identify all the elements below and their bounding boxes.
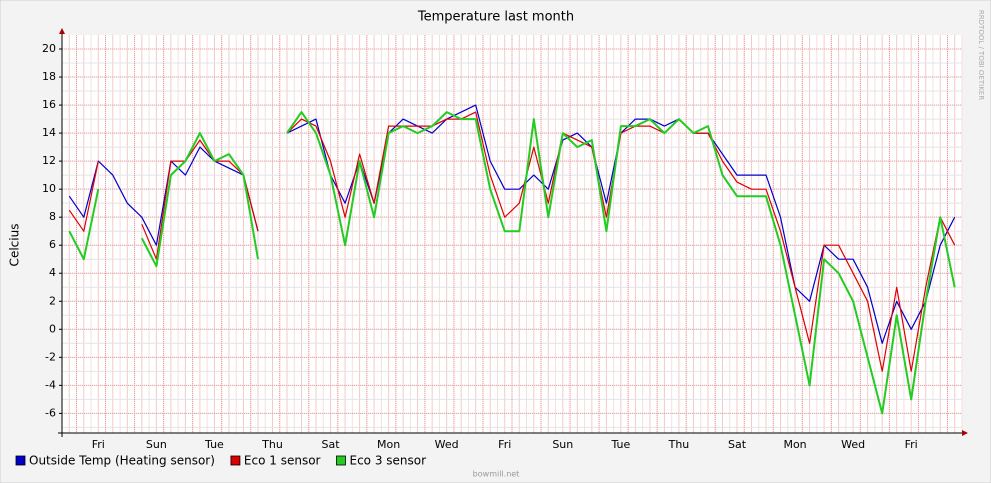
x-tick-label: Mon bbox=[783, 438, 806, 451]
y-tick-label: 6 bbox=[49, 238, 56, 251]
side-text: RRDTOOL / TOBI OETIKER bbox=[977, 10, 985, 100]
x-tick-label: Sun bbox=[552, 438, 573, 451]
legend-label: Eco 1 sensor bbox=[244, 454, 321, 468]
x-tick-label: Fri bbox=[905, 438, 918, 451]
y-tick-label: 16 bbox=[42, 98, 56, 111]
y-tick-label: 18 bbox=[42, 70, 56, 83]
legend-label: Outside Temp (Heating sensor) bbox=[29, 454, 215, 468]
y-tick-label: 12 bbox=[42, 154, 56, 167]
x-tick-label: Tue bbox=[204, 438, 224, 451]
series-line bbox=[68, 111, 956, 415]
y-tick-label: 0 bbox=[49, 322, 56, 335]
y-tick-label: 4 bbox=[49, 266, 56, 279]
x-tick-label: Wed bbox=[435, 438, 459, 451]
y-tick-label: 8 bbox=[49, 210, 56, 223]
legend-swatch bbox=[336, 455, 346, 466]
y-tick-label: 10 bbox=[42, 182, 56, 195]
x-tick-label: Sat bbox=[322, 438, 341, 451]
chart-title: Temperature last month bbox=[417, 10, 574, 25]
y-tick-label: -4 bbox=[45, 378, 56, 391]
x-tick-label: Wed bbox=[841, 438, 865, 451]
x-tick-label: Sat bbox=[728, 438, 747, 451]
y-tick-label: 20 bbox=[42, 42, 56, 55]
x-arrow bbox=[962, 430, 968, 436]
y-tick-label: -2 bbox=[45, 350, 56, 363]
x-tick-label: Thu bbox=[668, 438, 690, 451]
x-tick-label: Mon bbox=[377, 438, 400, 451]
lines bbox=[68, 104, 956, 415]
legend-label: Eco 3 sensor bbox=[349, 454, 426, 468]
x-tick-label: Tue bbox=[610, 438, 630, 451]
y-tick-label: -6 bbox=[45, 406, 56, 419]
legend-swatch bbox=[230, 455, 241, 466]
x-tick-label: Sun bbox=[146, 438, 167, 451]
y-tick-label: 2 bbox=[49, 294, 56, 307]
x-tick-label: Fri bbox=[498, 438, 511, 451]
footer: bowmill.net bbox=[473, 470, 520, 479]
y-axis-label: Celcius bbox=[8, 224, 22, 267]
y-arrow bbox=[59, 28, 65, 34]
x-tick-label: Thu bbox=[261, 438, 283, 451]
y-tick-label: 14 bbox=[42, 126, 56, 139]
x-tick-label: Fri bbox=[92, 438, 105, 451]
legend-swatch bbox=[15, 455, 26, 466]
